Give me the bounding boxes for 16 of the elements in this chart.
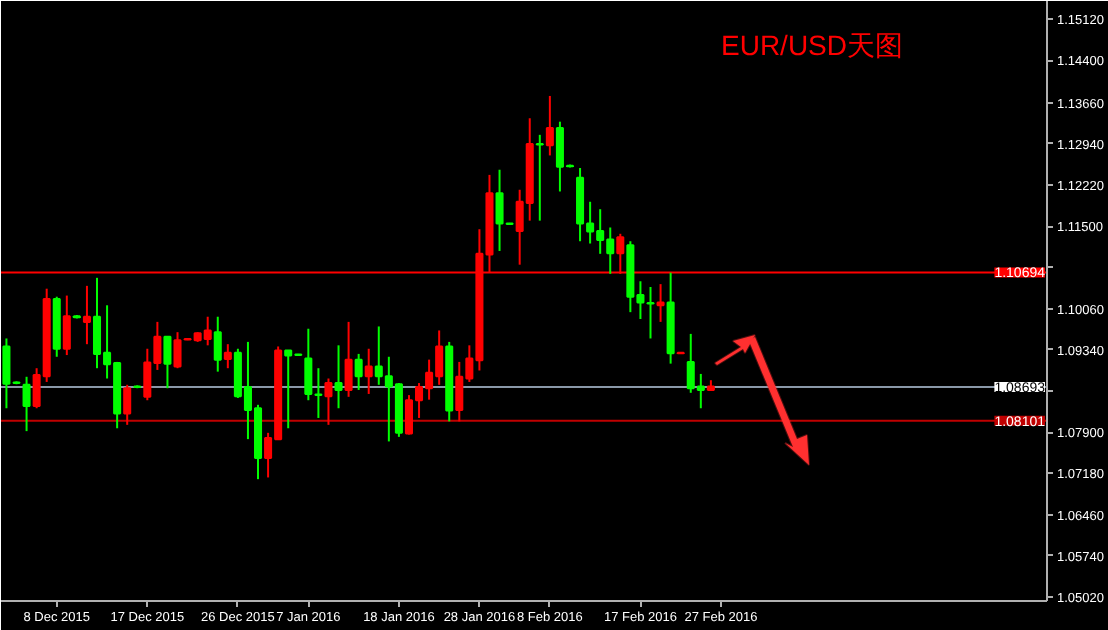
candlestick [545,94,554,157]
candlestick [364,347,373,395]
candlestick [324,377,333,426]
candlestick [62,294,71,357]
candlestick [535,133,544,222]
candlestick [123,383,132,426]
candlestick [213,315,222,373]
candlestick [354,352,363,391]
candlestick [223,343,232,370]
candlestick [656,283,665,323]
candlestick [163,335,172,390]
candlestick [22,375,31,433]
text: EUR/USD天图 [721,29,904,61]
candlestick [82,284,91,346]
candlestick [334,344,343,410]
candlestick [344,320,353,398]
